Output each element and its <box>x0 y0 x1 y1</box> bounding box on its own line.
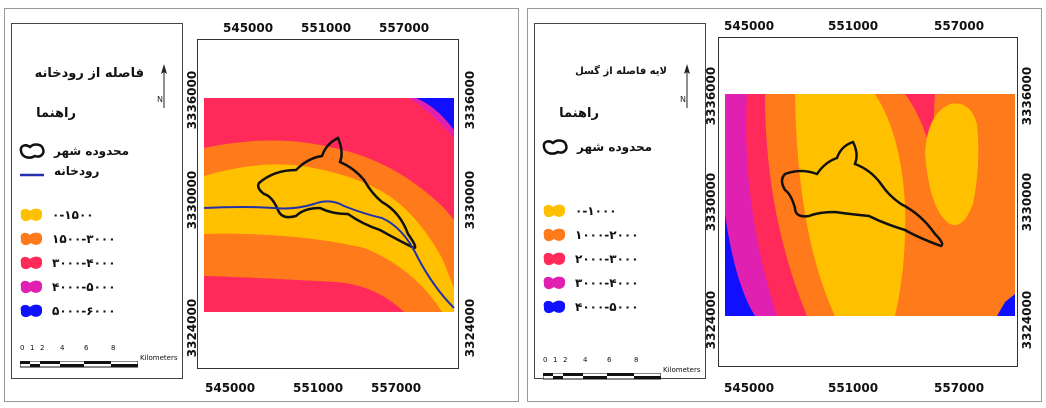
x-tick-bottom: 557000 <box>371 381 422 395</box>
x-tick-top: 551000 <box>828 19 879 33</box>
legend-boundary-label: محدوده شهر <box>54 144 130 158</box>
legend-class-label: ۰-۱۵۰۰ <box>52 208 94 222</box>
scale-number: 2 <box>40 344 45 352</box>
map-frame <box>718 37 1018 367</box>
class-swatch-icon <box>20 304 43 318</box>
class-swatch-icon <box>543 300 566 314</box>
legend-title: فاصله از رودخانه <box>34 66 144 81</box>
legend-class-row: ۱۵۰۰-۳۰۰۰ <box>18 230 116 248</box>
scale-number: 0 <box>20 344 25 352</box>
x-tick-top: 557000 <box>379 21 430 35</box>
legend-class-row: ۳۰۰۰-۴۰۰۰ <box>541 274 639 292</box>
x-tick-bottom: 545000 <box>724 381 775 395</box>
legend-class-row: ۵۰۰۰-۶۰۰۰ <box>18 302 116 320</box>
y-tick-left: 3330000 <box>185 170 200 230</box>
scale-number: 4 <box>583 356 588 364</box>
y-tick-left: 3336000 <box>704 66 719 126</box>
legend-class-label: ۱۰۰۰-۲۰۰۰ <box>575 228 639 242</box>
city-boundary-symbol-icon <box>542 139 568 155</box>
legend-class-row: ۰-۱۵۰۰ <box>18 206 94 224</box>
class-swatch-icon <box>20 208 43 222</box>
scale-number: 6 <box>84 344 89 352</box>
legend-class-label: ۳۰۰۰-۴۰۰۰ <box>52 256 116 270</box>
north-arrow-icon: N <box>680 64 690 108</box>
scale-number: 8 <box>111 344 116 352</box>
class-swatch-icon <box>543 252 566 266</box>
x-tick-bottom: 551000 <box>828 381 879 395</box>
north-arrow-icon: N <box>157 64 167 108</box>
y-tick-left: 3336000 <box>185 70 200 130</box>
legend-class-label: ۵۰۰۰-۶۰۰۰ <box>52 304 116 318</box>
legend-boundary-label: محدوده شهر <box>577 140 653 154</box>
class-swatch-icon <box>543 204 566 218</box>
legend-class-label: ۴۰۰۰-۵۰۰۰ <box>575 300 639 314</box>
map-frame <box>197 39 459 369</box>
river-line-symbol-icon <box>20 173 44 177</box>
legend-river-label: رودخانه <box>54 164 100 178</box>
legend-river-row: رودخانه <box>18 162 99 180</box>
legend-subtitle: راهنما <box>559 106 599 121</box>
scale-unit: Kilometers <box>140 354 178 362</box>
fault-distance-map-panel: لایه فاصله از گسل N راهنما محدوده شهر ۰-… <box>527 8 1042 402</box>
river-distance-zones <box>198 40 458 368</box>
scale-number: 4 <box>60 344 65 352</box>
class-swatch-icon <box>543 228 566 242</box>
y-tick-right: 3324000 <box>463 298 478 358</box>
scale-unit: Kilometers <box>663 366 701 374</box>
legend-title: لایه فاصله از گسل <box>575 66 667 77</box>
class-swatch-icon <box>20 232 43 246</box>
class-swatch-icon <box>20 280 43 294</box>
y-tick-right: 3324000 <box>1020 290 1035 350</box>
legend-class-row: ۱۰۰۰-۲۰۰۰ <box>541 226 639 244</box>
legend-class-label: ۰-۱۰۰۰ <box>575 204 617 218</box>
river-distance-map-panel: فاصله از رودخانه N راهنما محدوده شهر رود… <box>4 8 519 402</box>
legend-class-row: ۳۰۰۰-۴۰۰۰ <box>18 254 116 272</box>
svg-text:N: N <box>680 95 686 104</box>
scale-bar <box>19 354 139 368</box>
class-swatch-icon <box>543 276 566 290</box>
legend: لایه فاصله از گسل N راهنما محدوده شهر ۰-… <box>534 23 706 380</box>
y-tick-left: 3330000 <box>704 172 719 232</box>
x-tick-top: 545000 <box>223 21 274 35</box>
svg-text:N: N <box>157 95 163 104</box>
legend: فاصله از رودخانه N راهنما محدوده شهر رود… <box>11 23 183 379</box>
scale-number: 6 <box>607 356 612 364</box>
legend-class-row: ۴۰۰۰-۵۰۰۰ <box>541 298 639 316</box>
scale-number: 1 <box>30 344 35 352</box>
y-tick-right: 3336000 <box>463 70 478 130</box>
y-tick-right: 3330000 <box>463 170 478 230</box>
y-tick-right: 3330000 <box>1020 172 1035 232</box>
legend-boundary-row: محدوده شهر <box>18 142 129 160</box>
scale-number: 1 <box>553 356 558 364</box>
fault-distance-zones <box>719 38 1017 366</box>
legend-class-label: ۳۰۰۰-۴۰۰۰ <box>575 276 639 290</box>
y-tick-left: 3324000 <box>185 298 200 358</box>
class-swatch-icon <box>20 256 43 270</box>
legend-class-label: ۱۵۰۰-۳۰۰۰ <box>52 232 116 246</box>
legend-class-row: ۲۰۰۰-۳۰۰۰ <box>541 250 639 268</box>
x-tick-bottom: 557000 <box>934 381 985 395</box>
scale-number: 2 <box>563 356 568 364</box>
legend-boundary-row: محدوده شهر <box>541 138 652 156</box>
legend-class-row: ۰-۱۰۰۰ <box>541 202 617 220</box>
y-tick-right: 3336000 <box>1020 66 1035 126</box>
x-tick-top: 545000 <box>724 19 775 33</box>
scale-number: 0 <box>543 356 548 364</box>
legend-class-label: ۲۰۰۰-۳۰۰۰ <box>575 252 639 266</box>
x-tick-top: 557000 <box>934 19 985 33</box>
x-tick-top: 551000 <box>301 21 352 35</box>
legend-class-row: ۴۰۰۰-۵۰۰۰ <box>18 278 116 296</box>
scale-bar <box>542 366 662 380</box>
scale-number: 8 <box>634 356 639 364</box>
x-tick-bottom: 551000 <box>293 381 344 395</box>
y-tick-left: 3324000 <box>704 290 719 350</box>
x-tick-bottom: 545000 <box>205 381 256 395</box>
city-boundary-symbol-icon <box>19 143 45 159</box>
legend-class-label: ۴۰۰۰-۵۰۰۰ <box>52 280 116 294</box>
legend-subtitle: راهنما <box>36 106 76 121</box>
